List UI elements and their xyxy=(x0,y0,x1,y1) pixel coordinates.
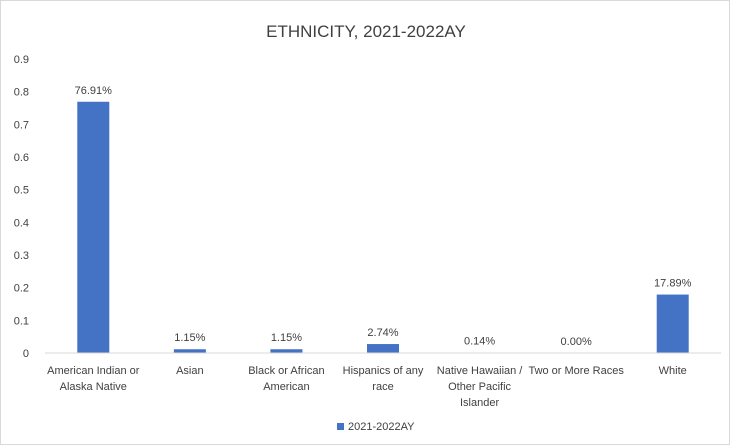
bar xyxy=(174,349,206,353)
x-tick-label: Asian xyxy=(176,365,204,377)
y-axis: 0 0.1 0.2 0.3 0.4 0.5 0.6 0.7 0.8 0.9 xyxy=(14,54,29,360)
x-tick-label: Islander xyxy=(460,397,499,409)
bar xyxy=(270,349,302,353)
x-tick-label: Native Hawaiian / xyxy=(437,365,524,377)
y-tick-label: 0.9 xyxy=(14,54,29,66)
x-tick-label: Two or More Races xyxy=(528,365,624,377)
data-label: 2.74% xyxy=(367,327,398,339)
x-tick-label: Other Pacific xyxy=(448,381,511,393)
legend-label: 2021-2022AY xyxy=(348,421,415,433)
y-tick-label: 0.6 xyxy=(14,152,29,164)
y-tick-label: 0.3 xyxy=(14,250,29,262)
x-tick-label: White xyxy=(659,365,687,377)
data-label: 0.00% xyxy=(561,336,592,348)
y-tick-label: 0.1 xyxy=(14,315,29,327)
bar xyxy=(77,102,109,353)
x-tick-label: Hispanics of any xyxy=(343,365,424,377)
y-tick-label: 0.8 xyxy=(14,87,29,99)
y-tick-label: 0.7 xyxy=(14,119,29,131)
y-tick-label: 0 xyxy=(23,348,29,360)
x-tick-label: American xyxy=(263,381,309,393)
data-label: 17.89% xyxy=(654,278,692,290)
bar xyxy=(657,295,689,353)
data-label: 1.15% xyxy=(271,332,302,344)
data-labels: 76.91% 1.15% 1.15% 2.74% 0.14% 0.00% 17.89% xyxy=(75,85,692,348)
data-label: 1.15% xyxy=(174,332,205,344)
y-tick-label: 0.4 xyxy=(14,217,29,229)
x-tick-label: Black or African xyxy=(248,365,324,377)
x-tick-label: American Indian or xyxy=(47,365,140,377)
data-label: 0.14% xyxy=(464,336,495,348)
x-tick-label: Alaska Native xyxy=(60,381,127,393)
y-tick-label: 0.2 xyxy=(14,283,29,295)
legend-swatch xyxy=(337,423,344,430)
x-tick-label: race xyxy=(372,381,393,393)
bars xyxy=(77,102,688,353)
y-tick-label: 0.5 xyxy=(14,185,29,197)
bar xyxy=(367,344,399,353)
data-label: 76.91% xyxy=(75,85,113,97)
chart-title: ETHNICITY, 2021-2022AY xyxy=(266,22,466,41)
x-axis: American Indian or Alaska Native Asian Blac… xyxy=(45,353,721,409)
legend: 2021-2022AY xyxy=(337,421,415,433)
